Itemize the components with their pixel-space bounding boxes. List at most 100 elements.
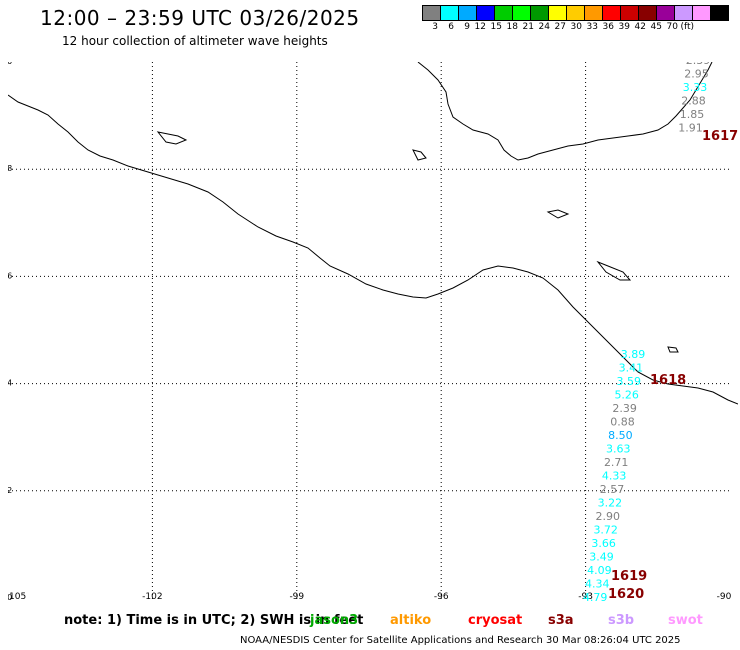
scale-swatch: [566, 5, 585, 21]
scale-swatch: [638, 5, 657, 21]
wave-height-value: 3.33: [683, 81, 708, 94]
lat-tick-label: 18: [8, 164, 12, 173]
wave-height-value: 2.71: [604, 456, 629, 469]
lon-tick-label: -96: [434, 592, 449, 602]
wave-height-labels: 2.392.953.332.881.851.9116173.893.413.59…: [583, 62, 738, 602]
wave-height-value: 5.26: [614, 389, 639, 402]
scale-label: 9: [464, 22, 470, 32]
wave-height-value: 2.95: [684, 68, 709, 81]
scale-swatch: [476, 5, 495, 21]
lat-tick-label: 16: [8, 271, 12, 280]
scale-swatch: [494, 5, 513, 21]
credit-line: NOAA/NESDIS Center for Satellite Applica…: [240, 635, 681, 646]
scale-swatch: [584, 5, 603, 21]
wave-height-value: 8.50: [608, 429, 633, 442]
track-id-label: 1617: [702, 129, 738, 144]
scale-label: 24: [538, 22, 550, 32]
lon-tick-label: -105: [8, 592, 26, 602]
wave-height-value: 1.85: [680, 108, 705, 121]
track-id-label: 1619: [611, 569, 647, 584]
color-scale-swatches: [422, 5, 729, 21]
scale-label: 39: [618, 22, 630, 32]
scale-label: 36: [602, 22, 614, 32]
scale-swatch: [422, 5, 441, 21]
lat-tick-label: 20: [8, 62, 12, 66]
lon-tick-label: -93: [578, 592, 593, 602]
wave-height-value: 3.59: [617, 375, 642, 388]
lon-tick-label: -99: [289, 592, 304, 602]
island-4: [596, 260, 632, 281]
lon-tick-label: -102: [142, 592, 162, 602]
coastline-pacific-mexico: [8, 94, 738, 405]
wave-height-value: 0.88: [610, 416, 635, 429]
map-subtitle: 12 hour collection of altimeter wave hei…: [62, 34, 328, 48]
source-jason3: jason3: [310, 613, 359, 628]
scale-label: 33: [586, 22, 598, 32]
wave-height-color-scale: 3 6 9 12 15 18 21 24 27 30 33 36 39 42 45 70 (ft): [422, 5, 729, 32]
track-id-label: 1618: [650, 373, 686, 388]
wave-height-value: 3.89: [621, 348, 646, 361]
satellite-source-legend: jason3 altiko cryosat s3a s3b swot: [0, 613, 740, 631]
wave-height-value: 2.39: [612, 402, 637, 415]
wave-height-value: 3.63: [606, 443, 631, 456]
source-s3b: s3b: [608, 613, 635, 628]
island-5: [667, 346, 679, 353]
island-2: [412, 149, 427, 161]
scale-label: 12: [474, 22, 486, 32]
wave-height-value: 2.39: [686, 62, 711, 67]
lon-tick-label: -90: [717, 592, 732, 602]
color-scale-labels: 3 6 9 12 15 18 21 24 27 30 33 36 39 42 45 70 (ft): [422, 22, 728, 32]
scale-label: 42: [634, 22, 646, 32]
wave-height-value: 3.22: [598, 497, 623, 510]
wave-height-value: 3.49: [589, 551, 614, 564]
scale-label: (ft): [680, 22, 694, 32]
lat-tick-label: 12: [8, 486, 12, 495]
wave-height-value: 2.57: [600, 483, 625, 496]
source-altiko: altiko: [390, 613, 432, 628]
scale-label: 70: [666, 22, 678, 32]
wave-height-value: 3.72: [593, 524, 618, 537]
scale-swatch: [620, 5, 639, 21]
altimeter-map: -105-102-99-96-93-90201816141210 2.392.9…: [8, 62, 738, 602]
coastline-gulf-mexico: [417, 62, 713, 161]
scale-label: 3: [432, 22, 438, 32]
source-swot: swot: [668, 613, 703, 628]
scale-label: 6: [448, 22, 454, 32]
island-1: [156, 131, 188, 145]
wave-height-value: 2.88: [681, 95, 706, 108]
scale-swatch: [530, 5, 549, 21]
wave-height-value: 4.79: [583, 591, 608, 602]
scale-label: 45: [650, 22, 662, 32]
scale-swatch: [512, 5, 531, 21]
coastline: [8, 62, 738, 405]
footer-note: note: 1) Time is in UTC; 2) SWH is in fe…: [64, 613, 364, 628]
wave-height-value: 3.41: [619, 362, 644, 375]
scale-swatch: [674, 5, 693, 21]
scale-swatch: [440, 5, 459, 21]
lat-tick-label: 10: [8, 593, 12, 602]
scale-swatch: [458, 5, 477, 21]
wave-height-value: 1.91: [678, 122, 703, 135]
scale-label: 27: [554, 22, 566, 32]
wave-height-value: 3.66: [591, 537, 616, 550]
lat-lon-grid: -105 -102 -99 -96 -93 -90 20 18 16 14 12 10: [8, 62, 732, 602]
scale-label: 21: [522, 22, 534, 32]
scale-label: 18: [506, 22, 518, 32]
wave-height-value: 4.34: [585, 578, 610, 591]
wave-height-value: 4.33: [602, 470, 627, 483]
source-cryosat: cryosat: [468, 613, 523, 628]
scale-swatch: [602, 5, 621, 21]
scale-label: 15: [490, 22, 502, 32]
scale-swatch: [548, 5, 567, 21]
scale-swatch: [656, 5, 675, 21]
scale-swatch: [710, 5, 729, 21]
scale-label: 30: [570, 22, 582, 32]
source-s3a: s3a: [548, 613, 574, 628]
scale-swatch: [692, 5, 711, 21]
wave-height-value: 4.09: [587, 564, 612, 577]
wave-height-value: 2.90: [596, 510, 621, 523]
map-title: 12:00 – 23:59 UTC 03/26/2025: [40, 6, 360, 30]
lat-tick-label: 14: [8, 379, 12, 388]
track-id-label: 1620: [608, 587, 644, 602]
island-3: [546, 209, 570, 219]
